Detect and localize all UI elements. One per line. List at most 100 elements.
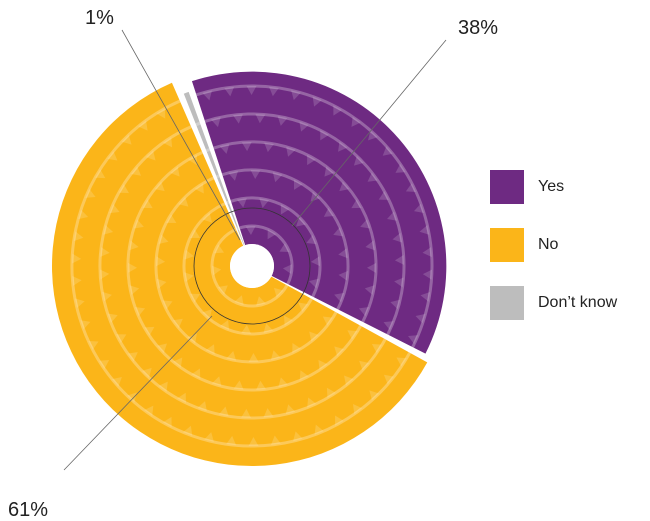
ring-tooth xyxy=(277,116,288,126)
ring-tooth xyxy=(283,315,293,326)
ring-tooth xyxy=(116,334,127,343)
ring-tooth xyxy=(163,137,173,148)
ring-tooth xyxy=(338,141,348,152)
legend-item-no: No xyxy=(490,228,617,262)
legend-swatch-yes xyxy=(490,170,524,204)
ring-tooth xyxy=(396,357,407,367)
legend-swatch-dont-know xyxy=(490,286,524,320)
ring-tooth xyxy=(142,199,153,209)
ring-arc xyxy=(195,84,434,348)
ring-tooth xyxy=(318,359,328,370)
ring-tooth xyxy=(188,154,197,166)
ring-tooth xyxy=(211,376,222,387)
ring-tooth xyxy=(338,248,348,259)
ring-tooth xyxy=(307,154,316,166)
ring-tooth xyxy=(107,151,118,161)
ring-tooth xyxy=(365,240,376,251)
ring-tooth xyxy=(183,425,193,436)
ring-tooth xyxy=(320,130,329,141)
ring-tooth xyxy=(333,105,342,116)
ring-tooth xyxy=(333,227,344,237)
ring-tooth xyxy=(269,86,279,97)
slice-yes xyxy=(191,71,447,354)
data-label-no: 61% xyxy=(8,499,48,521)
legend: Yes No Don’t know xyxy=(490,170,617,344)
ring-tooth xyxy=(133,219,144,229)
ring-tooth xyxy=(286,146,296,157)
ring-tooth xyxy=(202,309,212,320)
legend-item-dont-know: Don’t know xyxy=(490,286,617,320)
ring-tooth xyxy=(307,397,317,408)
legend-swatch-no xyxy=(490,228,524,262)
ring-tooth xyxy=(118,184,129,194)
ring-tooth xyxy=(103,225,114,235)
ring-tooth xyxy=(369,390,380,401)
leader-lines xyxy=(63,29,447,471)
ring-tooth xyxy=(158,234,169,244)
ring-tooth xyxy=(162,416,172,428)
ring-tooth xyxy=(245,226,256,236)
ring-tooth xyxy=(347,330,358,340)
ring-tooth xyxy=(184,272,194,282)
ring-tooth xyxy=(102,291,112,302)
ring-tooth xyxy=(256,296,266,306)
ring-tooth xyxy=(129,285,140,295)
ring-tooth xyxy=(367,172,378,182)
ring-tooth xyxy=(178,197,189,207)
ring-tooth xyxy=(217,285,228,295)
ring-tooth xyxy=(189,293,201,303)
slice-no xyxy=(51,82,428,467)
ring-tooth xyxy=(405,183,417,192)
ring-tooth xyxy=(420,291,431,302)
ring-tooth xyxy=(378,191,389,200)
ring-tooth xyxy=(353,155,364,166)
ring-tooth xyxy=(312,96,322,107)
ring-tooth xyxy=(422,247,432,258)
ring-tooth xyxy=(282,264,292,275)
ring-tooth xyxy=(218,406,229,417)
ring-arc xyxy=(195,121,201,127)
ring-tooth xyxy=(134,307,146,317)
ring-tooth xyxy=(309,278,319,289)
ring-tooth xyxy=(285,404,296,415)
ring-tooth xyxy=(224,86,235,97)
ring-tooth xyxy=(98,359,110,370)
ring-tooth xyxy=(234,295,244,306)
ring-tooth xyxy=(395,163,406,173)
ring-tooth xyxy=(248,352,259,362)
ring-tooth xyxy=(248,436,259,446)
ring-tooth xyxy=(194,183,204,194)
ring-arc xyxy=(221,168,350,310)
ring-tooth xyxy=(298,302,309,312)
ring-arc xyxy=(154,176,338,364)
ring-tooth xyxy=(107,313,118,323)
ring-tooth xyxy=(273,287,284,298)
ring-tooth xyxy=(202,90,212,101)
ring-tooth xyxy=(177,392,186,403)
ring-tooth xyxy=(205,344,215,355)
ring-tooth xyxy=(128,240,139,251)
ring-tooth xyxy=(299,121,309,132)
ring-tooth xyxy=(220,319,230,331)
ring-tooth xyxy=(241,408,251,418)
ring-arc xyxy=(126,150,362,392)
ring-tooth xyxy=(293,179,303,190)
ring-tooth xyxy=(241,142,252,152)
ring-tooth xyxy=(95,169,106,179)
ring-tooth xyxy=(256,380,266,390)
ring-tooth xyxy=(309,331,319,342)
inner-outline xyxy=(193,207,311,325)
ring-tooth xyxy=(233,114,243,124)
ring-tooth xyxy=(214,244,225,254)
ring-tooth xyxy=(226,435,237,446)
ring-tooth xyxy=(158,381,168,392)
ring-tooth xyxy=(78,209,89,220)
legend-label-no: No xyxy=(538,236,559,253)
ring-tooth xyxy=(154,181,165,192)
ring-tooth xyxy=(228,171,239,181)
leader-line-yes xyxy=(291,39,447,227)
ring-arc xyxy=(239,224,294,285)
ring-tooth xyxy=(359,360,370,371)
ring-tooth xyxy=(259,198,270,208)
ring-tooth xyxy=(157,343,167,354)
